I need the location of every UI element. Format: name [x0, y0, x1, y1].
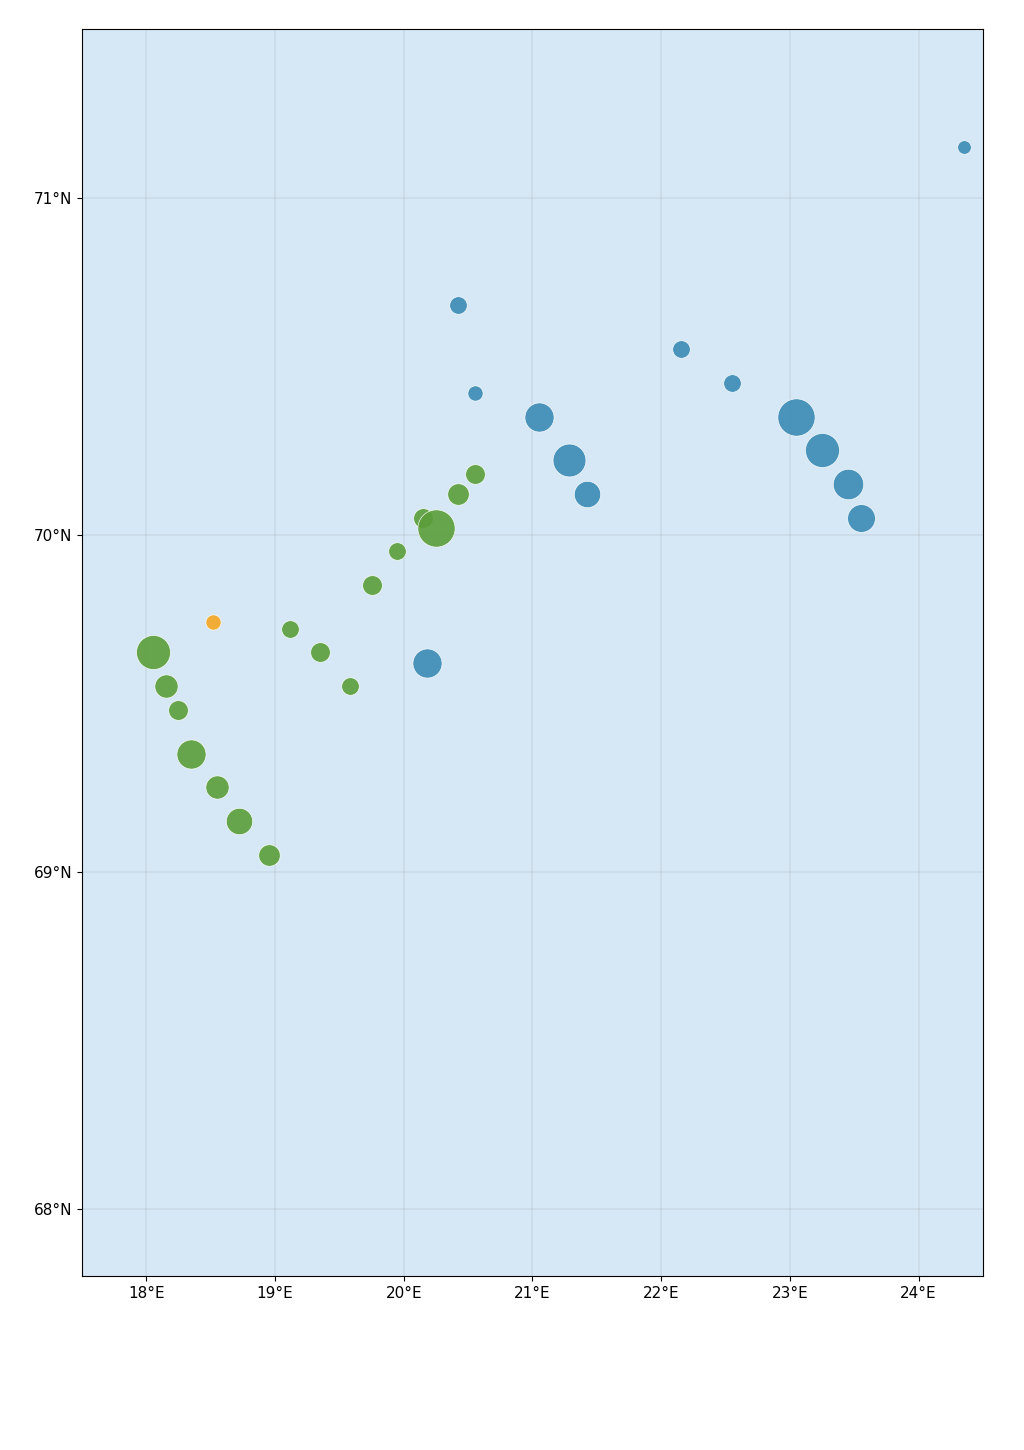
- Point: [853, 506, 869, 529]
- Point: [260, 842, 276, 866]
- Point: [450, 294, 466, 318]
- Point: [788, 405, 805, 428]
- Point: [955, 135, 972, 158]
- Point: [183, 742, 200, 766]
- Point: [560, 450, 577, 473]
- Point: [283, 618, 299, 641]
- Point: [673, 338, 689, 361]
- Point: [389, 539, 406, 563]
- Point: [724, 371, 740, 394]
- Point: [341, 674, 357, 697]
- Point: [144, 641, 161, 664]
- Point: [579, 483, 595, 506]
- Point: [364, 574, 380, 597]
- Point: [450, 483, 466, 506]
- Point: [814, 439, 830, 463]
- Point: [466, 381, 482, 405]
- Point: [170, 699, 186, 722]
- Point: [840, 473, 856, 496]
- Point: [209, 776, 225, 799]
- Point: [205, 610, 221, 634]
- Point: [415, 506, 431, 529]
- Point: [312, 641, 329, 664]
- Point: [428, 516, 444, 539]
- Point: [230, 809, 247, 832]
- Point: [419, 651, 435, 674]
- Point: [466, 463, 482, 486]
- Point: [158, 674, 174, 697]
- Point: [530, 405, 547, 428]
